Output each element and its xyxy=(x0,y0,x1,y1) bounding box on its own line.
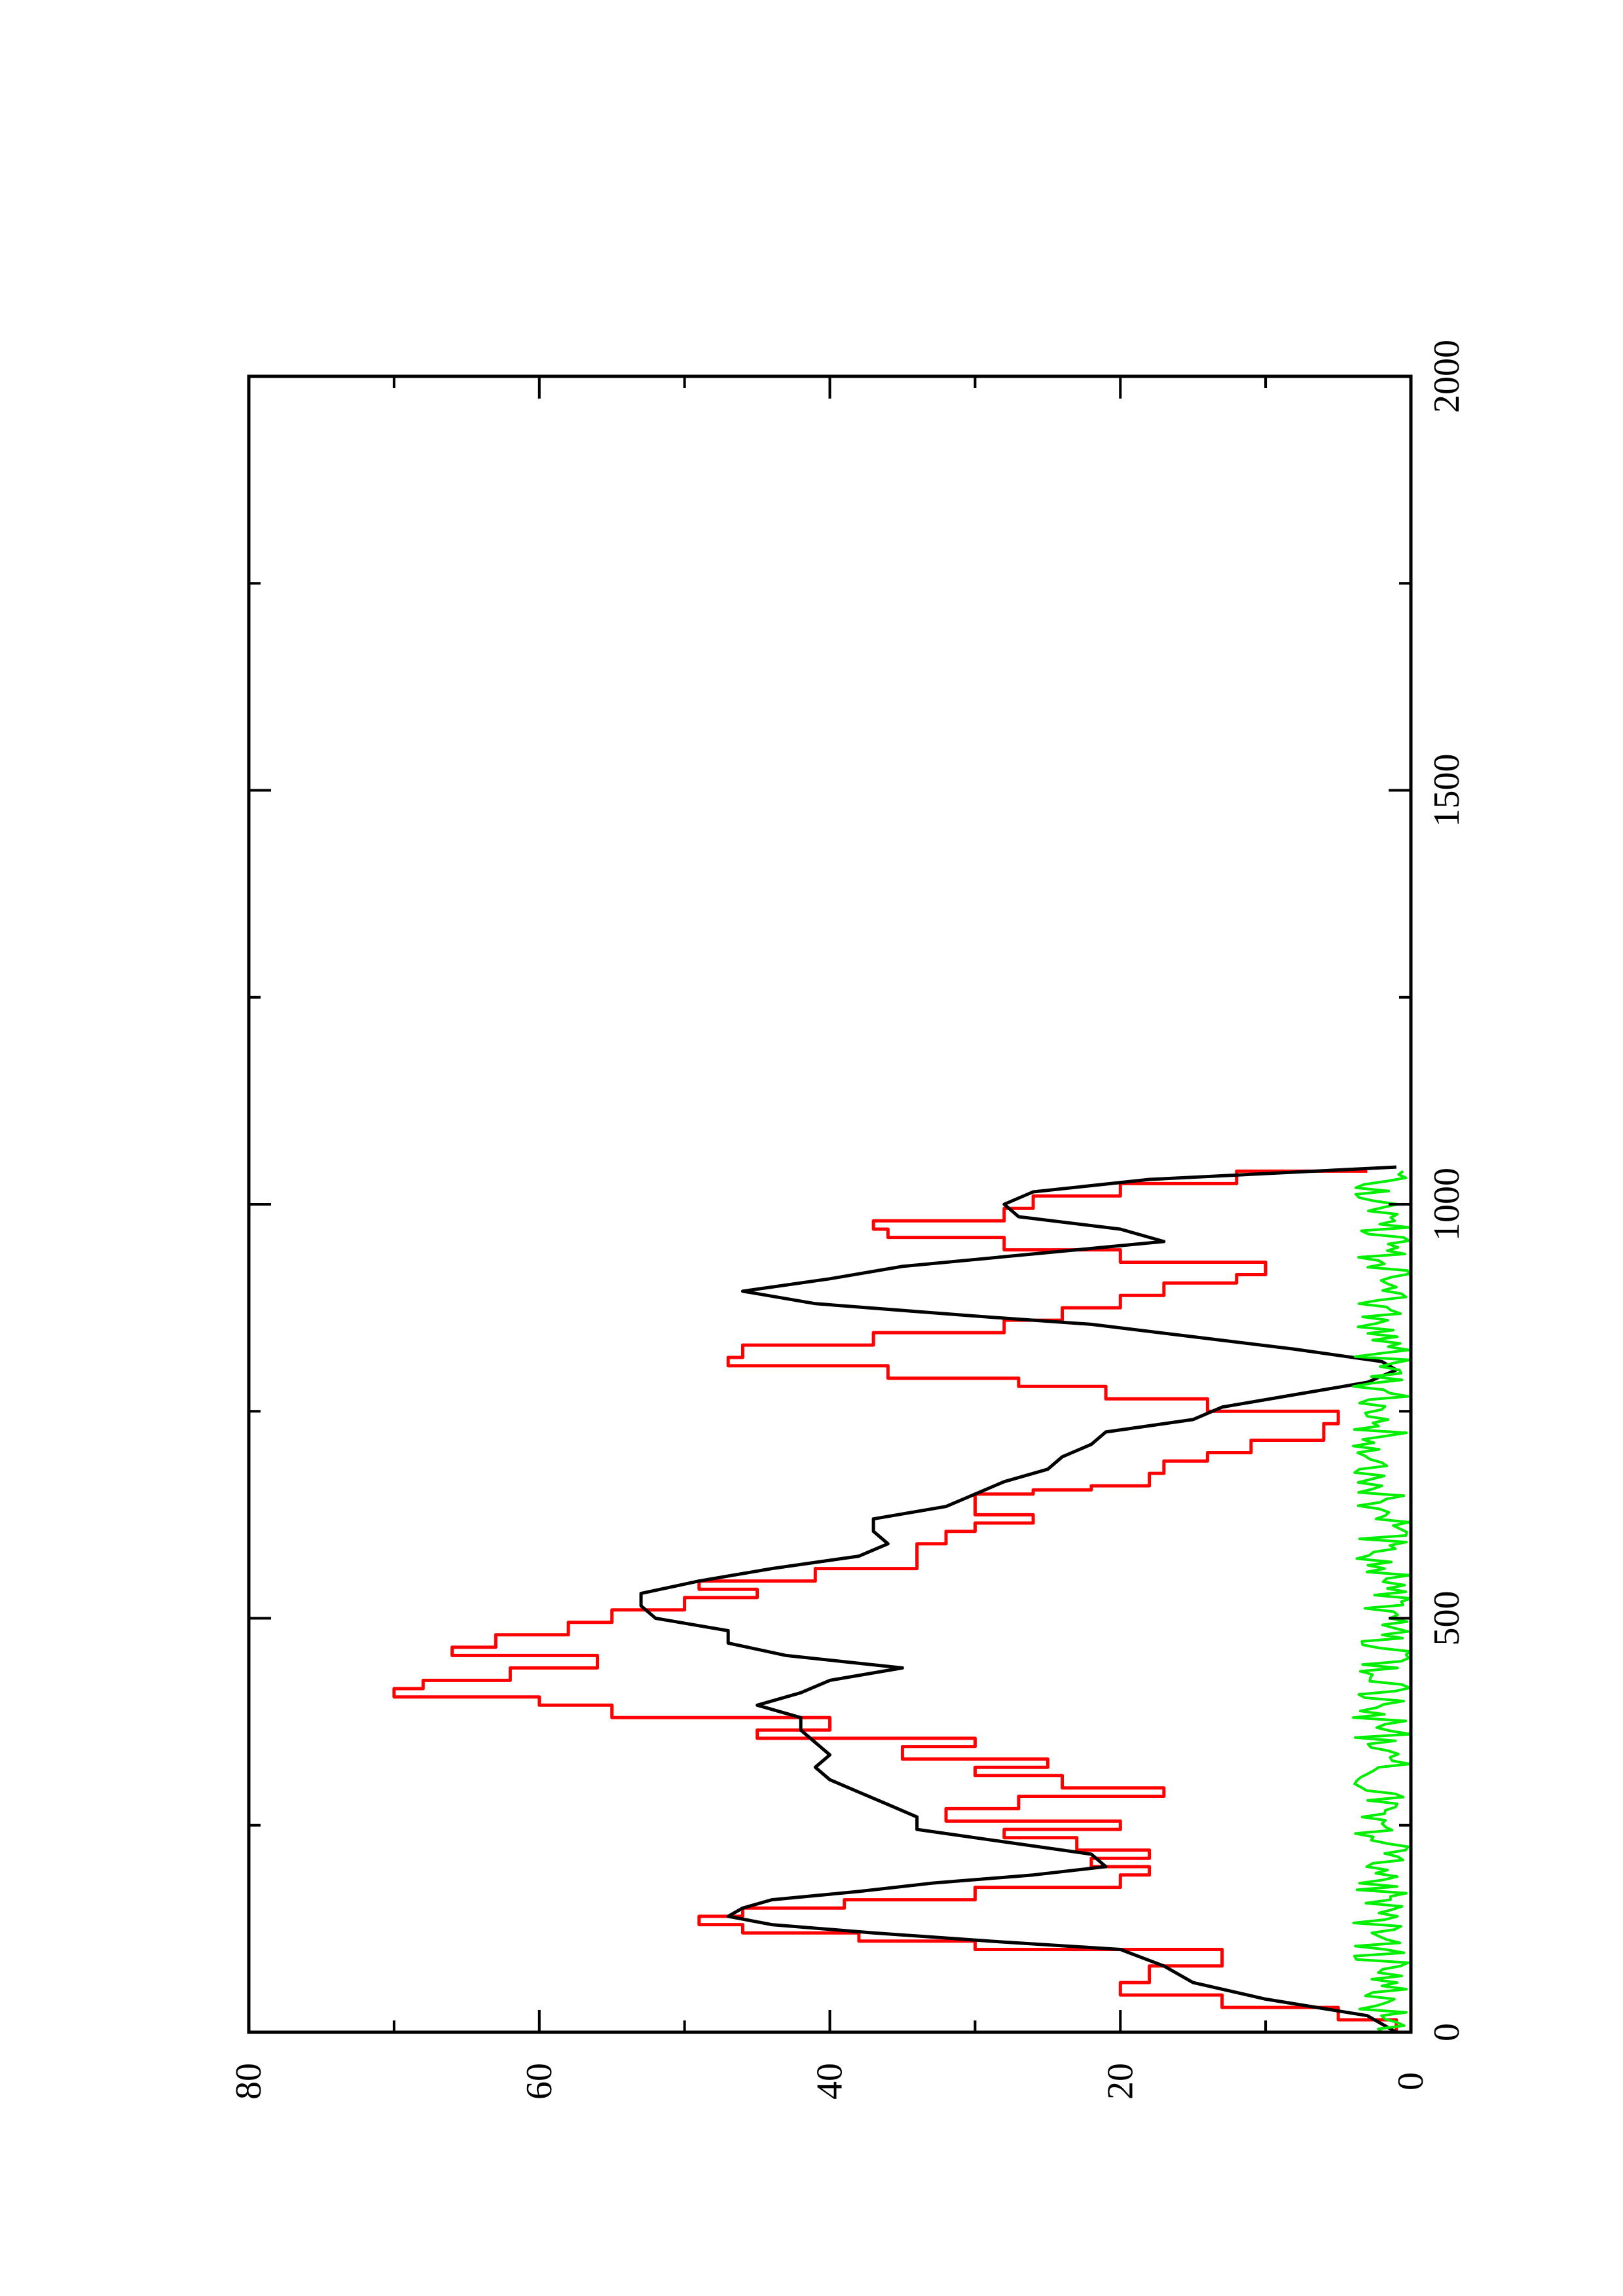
x-tick-label: 1500 xyxy=(1427,754,1467,827)
y-tick-label: 60 xyxy=(519,2063,560,2100)
y-tick-label: 0 xyxy=(1391,2072,1431,2090)
x-tick-label: 1000 xyxy=(1427,1168,1467,1241)
red-step-series xyxy=(392,1169,1398,2032)
plot-frame xyxy=(247,374,1413,2034)
plot-area: 0 500 1000 1500 2000 0 20 40 60 80 xyxy=(228,340,1467,2100)
y-tick-label: 80 xyxy=(228,2063,269,2100)
y-tick-label: 40 xyxy=(810,2063,850,2100)
x-tick-label: 2000 xyxy=(1427,340,1467,413)
green-noise-series xyxy=(1352,1170,1412,2034)
x-tick-label: 0 xyxy=(1427,2023,1467,2041)
y-tick-label: 20 xyxy=(1100,2063,1140,2100)
black-line-series xyxy=(639,1165,1398,2034)
x-tick-label: 500 xyxy=(1427,1591,1467,1646)
